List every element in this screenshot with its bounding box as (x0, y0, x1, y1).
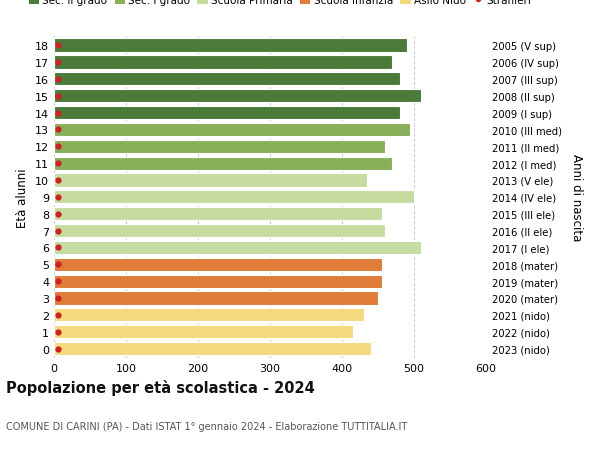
Text: COMUNE DI CARINI (PA) - Dati ISTAT 1° gennaio 2024 - Elaborazione TUTTITALIA.IT: COMUNE DI CARINI (PA) - Dati ISTAT 1° ge… (6, 421, 407, 431)
Bar (54, 174, 367, 187)
Y-axis label: Anni di nascita: Anni di nascita (570, 154, 583, 241)
Bar (54, 292, 378, 305)
Bar (54, 90, 421, 103)
Bar (54, 73, 400, 86)
Text: Popolazione per età scolastica - 2024: Popolazione per età scolastica - 2024 (6, 380, 315, 396)
Bar (54, 258, 382, 271)
Bar (54, 241, 421, 254)
Y-axis label: Età alunni: Età alunni (16, 168, 29, 227)
Bar (54, 308, 364, 322)
Bar (54, 56, 392, 69)
Bar (54, 275, 382, 288)
Bar (54, 106, 400, 120)
Bar (54, 140, 385, 153)
Bar (54, 191, 414, 204)
Bar (54, 207, 382, 221)
Bar (54, 342, 371, 355)
Bar (54, 39, 407, 52)
Bar (54, 123, 410, 137)
Bar (54, 224, 385, 238)
Legend: Sec. II grado, Sec. I grado, Scuola Primaria, Scuola Infanzia, Asilo Nido, Stran: Sec. II grado, Sec. I grado, Scuola Prim… (25, 0, 536, 11)
Bar (54, 157, 392, 170)
Bar (54, 325, 353, 338)
